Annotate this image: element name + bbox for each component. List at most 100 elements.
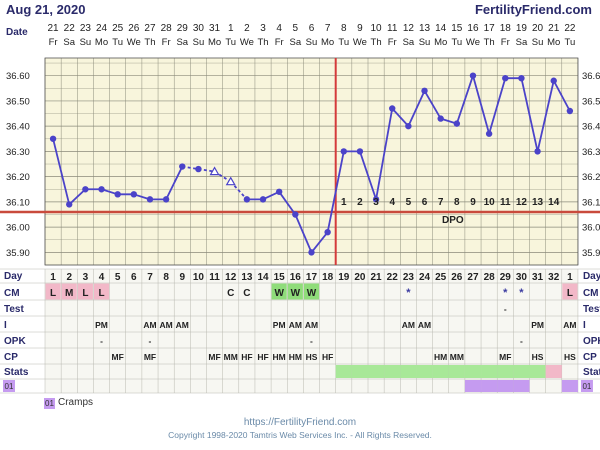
date-label: 2 [244, 23, 250, 34]
temp-point [114, 191, 121, 198]
date-label: 7 [325, 23, 331, 34]
date-label: 4 [276, 23, 282, 34]
y-tick-right: 36.30 [582, 147, 600, 158]
temp-line-segment [552, 80, 571, 112]
intercourse-value: AM [176, 320, 189, 330]
date-label: 31 [209, 23, 221, 34]
dpo-number: 10 [484, 197, 496, 208]
intercourse-value: AM [563, 320, 576, 330]
date-label: 17 [484, 23, 496, 34]
temp-line-segment [310, 231, 329, 253]
dpo-number: 9 [470, 197, 476, 208]
y-tick-right: 36.60 [582, 71, 600, 82]
cycle-day: 12 [225, 272, 237, 283]
temp-point [146, 196, 154, 203]
weekday-label: Mo [434, 37, 447, 48]
cp-value: HS [532, 352, 544, 362]
cycle-day: 17 [306, 272, 318, 283]
date-label: 5 [293, 23, 299, 34]
footer-copyright: Copyright 1998-2020 Tamtris Web Services… [168, 430, 432, 440]
opk-value: - [100, 336, 103, 346]
weekday-label: Mo [547, 37, 560, 48]
date-label: 8 [341, 23, 347, 34]
temp-line-segment [165, 166, 184, 200]
cp-value: MM [224, 352, 238, 362]
temp-line-segment [278, 191, 297, 216]
stats-badge-left [3, 380, 15, 392]
weekday-label: Tu [225, 37, 236, 48]
row-label-day: Day [4, 271, 23, 282]
cm-value: L [82, 288, 88, 299]
cm-cell-bg [45, 283, 61, 300]
footer-url[interactable]: https://FertilityFriend.com [243, 417, 357, 428]
cycle-day: 22 [387, 272, 399, 283]
cp-value: MF [112, 352, 124, 362]
cycle-day: 25 [435, 272, 447, 283]
cp-value: MM [450, 352, 464, 362]
weekday-label: Fr [275, 37, 284, 48]
plot-area [45, 58, 578, 265]
stats-cell-green [481, 365, 498, 378]
cycle-day: 13 [241, 272, 253, 283]
cm-value: M [65, 288, 73, 299]
stats-cell-green [497, 365, 514, 378]
cm-cell-bg [303, 283, 320, 300]
dpo-number: 14 [548, 197, 560, 208]
temp-point [66, 201, 73, 208]
date-label: 24 [96, 23, 108, 34]
weekday-label: Su [532, 37, 544, 48]
weekday-label: We [466, 37, 480, 48]
temp-line-segment [520, 78, 539, 152]
cm-cell-bg [61, 283, 77, 300]
y-tick-left: 36.30 [6, 147, 30, 158]
dpo-number: 1 [341, 197, 347, 208]
weekday-label: Sa [516, 37, 528, 48]
stats-cell-green [432, 365, 449, 378]
y-tick-left: 36.60 [6, 71, 30, 82]
opk-value: - [520, 336, 523, 346]
cycle-day: 15 [274, 272, 286, 283]
temp-point [389, 105, 396, 112]
cp-value: HM [434, 352, 447, 362]
dpo-number: 2 [357, 197, 363, 208]
cycle-day: 30 [516, 272, 528, 283]
row-label-right-test: Test [583, 304, 600, 315]
temp-line-segment [230, 181, 248, 200]
date-label: 3 [260, 23, 266, 34]
row-label-opk: OPK [4, 336, 26, 347]
cycle-day: 8 [163, 272, 169, 283]
date-label: 20 [532, 23, 544, 34]
stats-cell-green [384, 365, 401, 378]
temp-point [518, 74, 525, 82]
cm-value: W [291, 288, 301, 299]
date-label: 22 [564, 23, 576, 34]
weekday-label: Su [306, 37, 318, 48]
stats-cell-green [529, 365, 546, 378]
cycle-day: 10 [193, 272, 205, 283]
dpo-label: DPO [442, 215, 464, 226]
cycle-day: 29 [500, 272, 512, 283]
site-name: FertilityFriend.com [474, 2, 592, 17]
cycle-day: 26 [451, 272, 463, 283]
cycle-day: 4 [99, 272, 105, 283]
cycle-day: 5 [115, 272, 121, 283]
temp-line-segment [52, 138, 71, 205]
row-label-right-cp: CP [583, 352, 597, 363]
weekday-label: Th [371, 37, 382, 48]
temp-point [405, 122, 412, 130]
cycle-day: 18 [322, 272, 334, 283]
cycle-day: 24 [419, 272, 431, 283]
temp-point [566, 107, 574, 115]
row-label-right-cm: CM [583, 288, 599, 299]
y-tick-right: 36.10 [582, 197, 600, 208]
cm-value: W [307, 288, 317, 299]
cycle-day: 20 [354, 272, 366, 283]
dpo-number: 11 [500, 197, 511, 208]
stats-cell-green [335, 365, 352, 378]
badge-cell-purple [513, 380, 530, 392]
chart-date: Aug 21, 2020 [6, 2, 86, 17]
temp-point [308, 249, 315, 256]
temp-point-open [225, 176, 236, 186]
temp-line-segment [375, 108, 394, 200]
